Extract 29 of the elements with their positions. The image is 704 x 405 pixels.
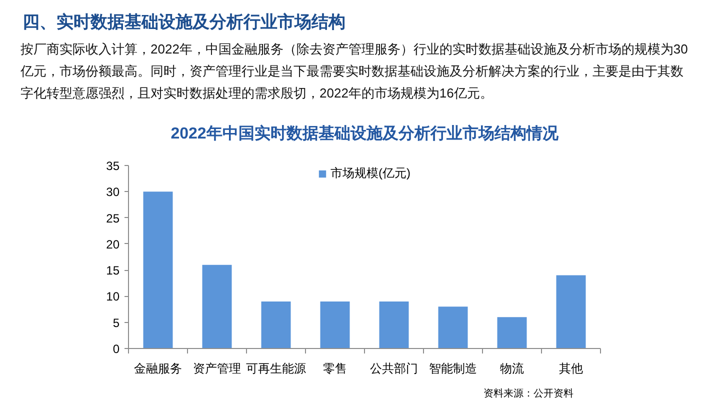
x-tick-label: 其他 (559, 362, 583, 376)
chart-title: 四、实时数据基础设施及分析行业市场结构 (22, 12, 346, 32)
x-tick-label: 公共部门 (370, 362, 418, 376)
y-tick-label: 30 (106, 185, 120, 200)
x-tick-label: 智能制造 (429, 362, 477, 376)
y-tick-label: 35 (106, 159, 120, 173)
text: 按厂商实际收入计算，2022年，中国金融服务（除去资产管理服务）行业的实时数据基础设施及分析市场的规模为30亿元，市场份额最高。同时，资产管理行业是当下最需要实时数据基础设施及分析解决方案的行业，主要是由于其数字化转型意愿强烈，且对实时数据处理的需求殷切，2022年的市场规模为16亿元。 (20, 42, 688, 100)
bar (143, 192, 173, 348)
bar (379, 301, 409, 348)
y-tick-label: 20 (106, 237, 120, 252)
y-tick-label: 5 (112, 316, 120, 330)
x-tick-label: 零售 (323, 362, 347, 376)
bar (202, 264, 232, 348)
bar (320, 301, 350, 348)
text: 资料来源：公开资料 (484, 388, 574, 400)
x-tick-label: 金融服务 (134, 362, 182, 376)
y-tick-label: 25 (106, 211, 120, 226)
bar (438, 306, 468, 348)
bar (261, 301, 291, 348)
chart-subtitle: 2022年中国实时数据基础设施及分析行业市场结构情况 (170, 124, 560, 142)
x-tick-label: 可再生能源 (246, 362, 306, 376)
y-tick-label: 0 (112, 342, 120, 356)
bar (556, 275, 586, 348)
bar (497, 317, 527, 348)
legend-label: 市场规模(亿元) (330, 165, 410, 182)
y-tick-label: 10 (106, 290, 120, 304)
x-tick-label: 物流 (500, 362, 524, 376)
y-tick-label: 15 (106, 264, 120, 278)
x-tick-label: 资产管理 (193, 362, 241, 376)
